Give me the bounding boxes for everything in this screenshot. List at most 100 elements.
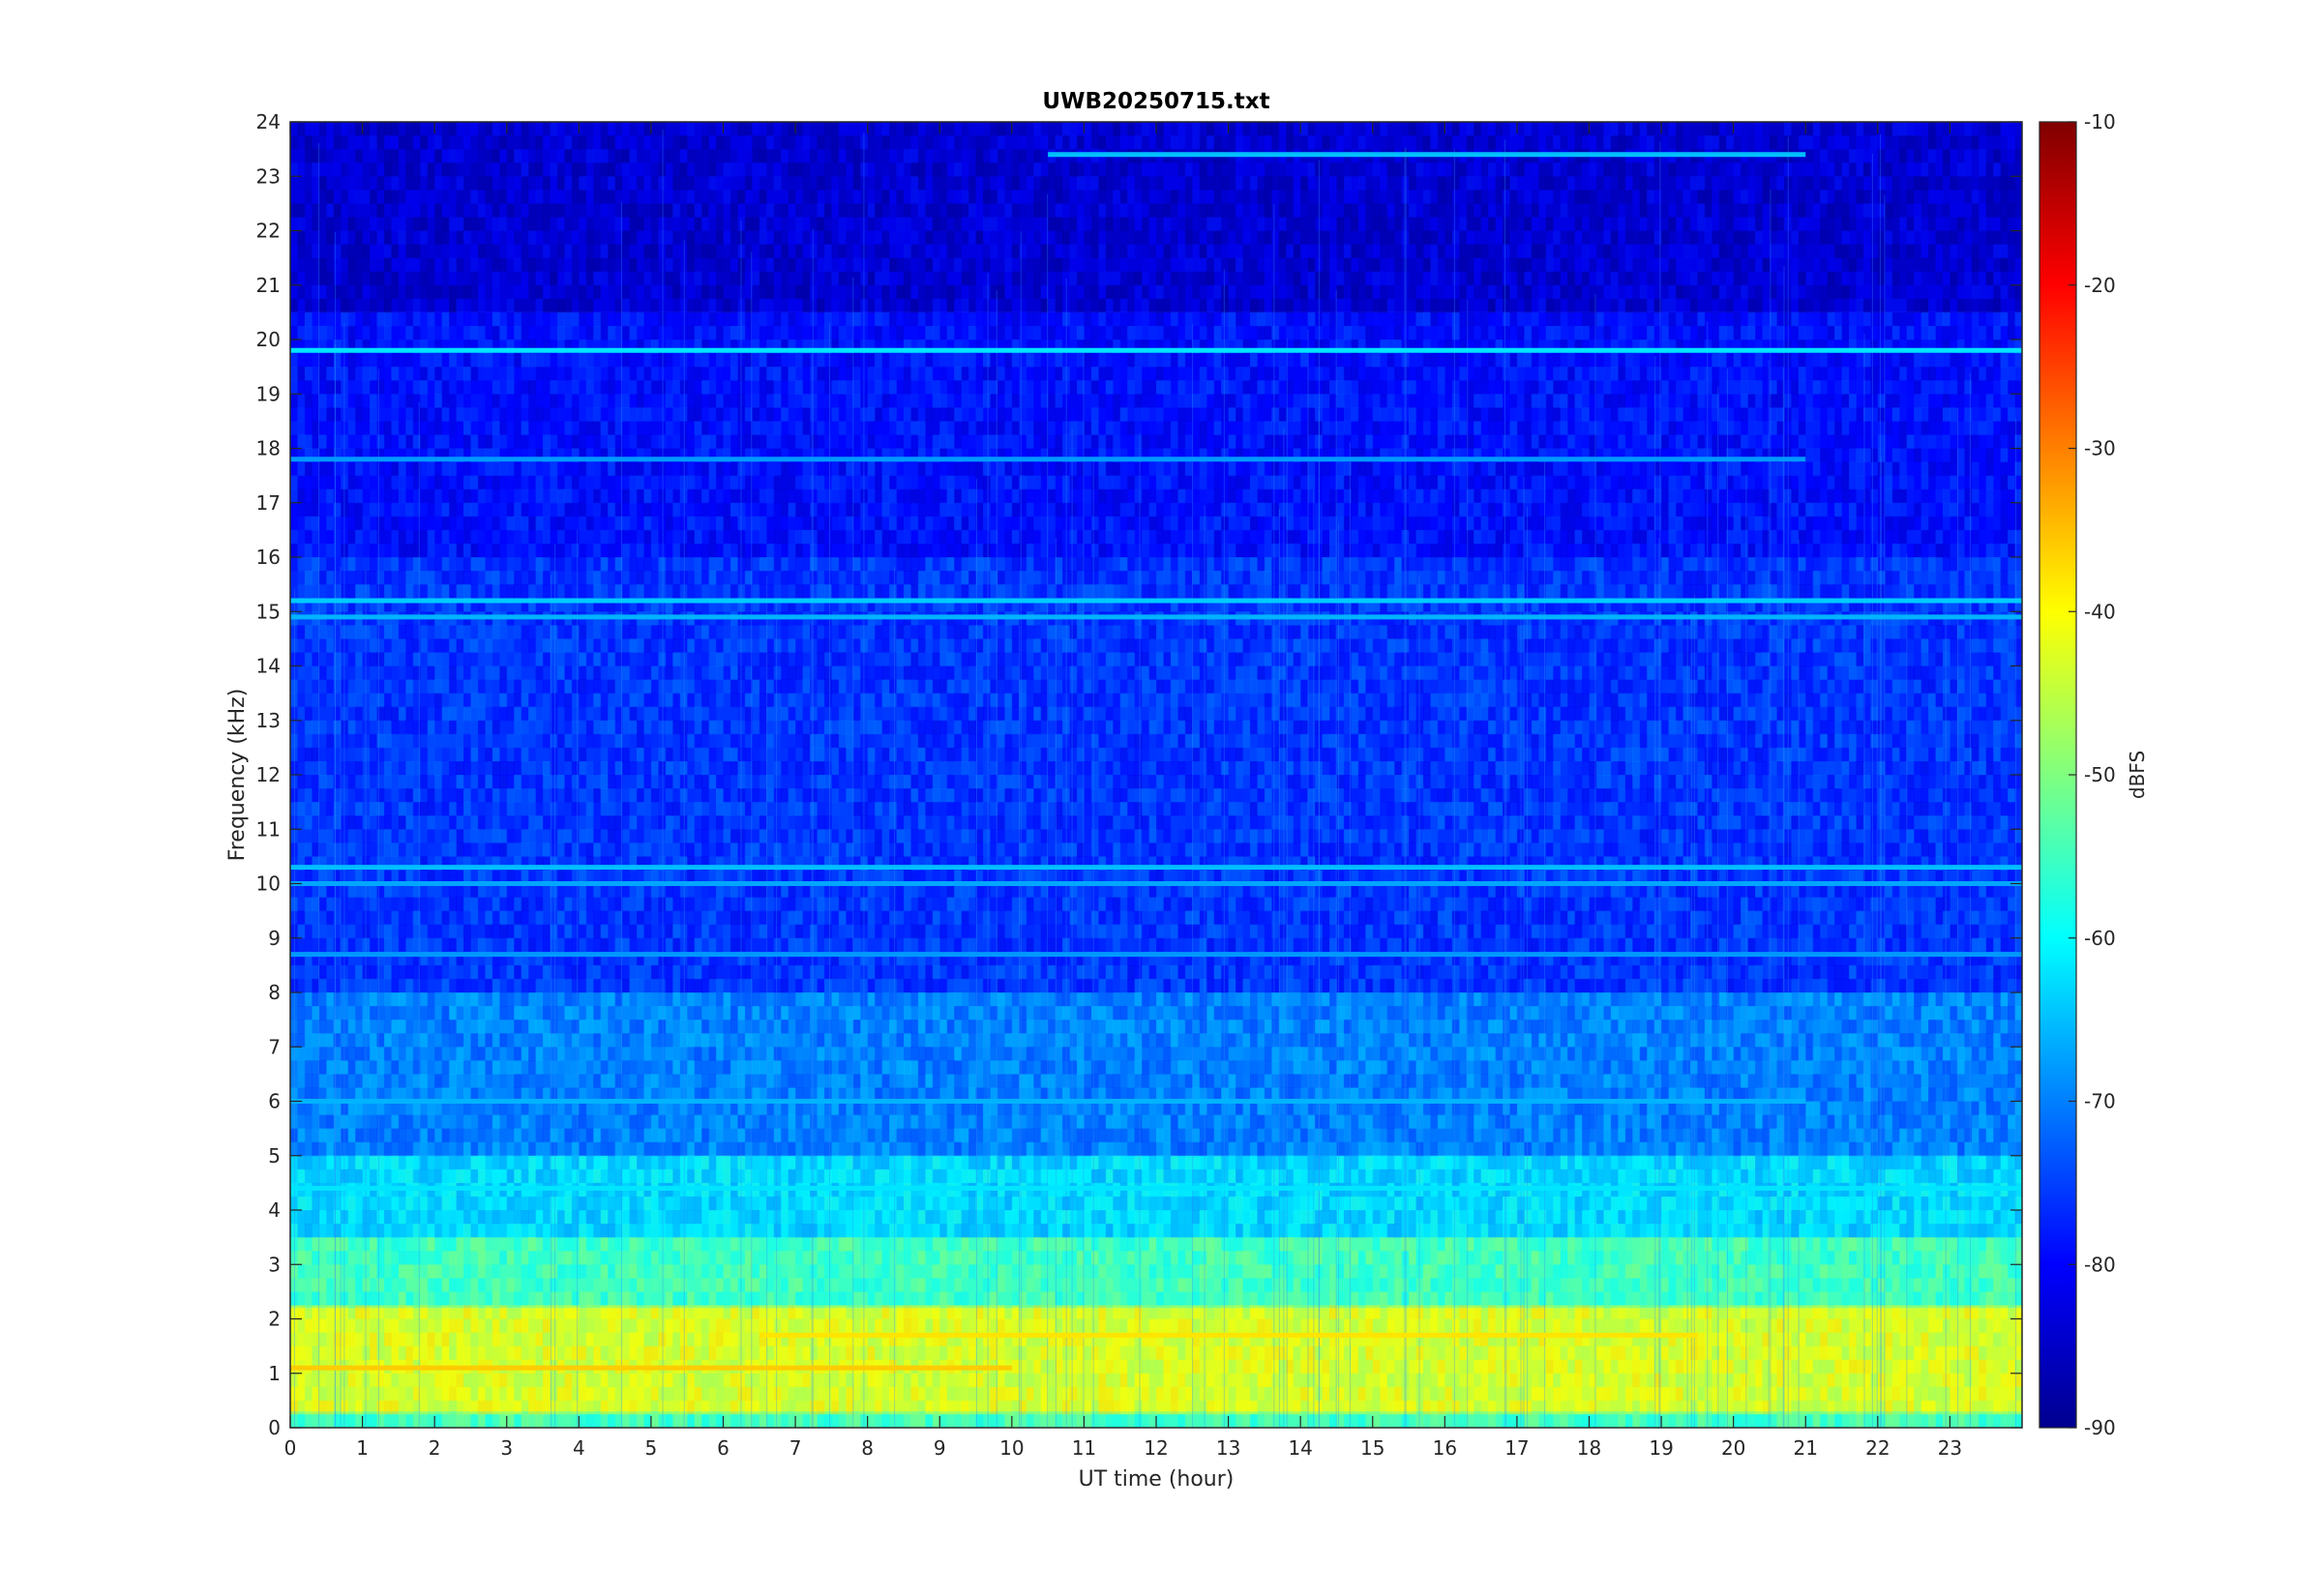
texture-cell: [398, 1101, 406, 1116]
texture-cell: [585, 1264, 594, 1279]
texture-cell: [614, 1251, 623, 1265]
texture-cell: [326, 543, 335, 558]
texture-cell: [650, 271, 659, 286]
texture-cell: [326, 625, 335, 639]
texture-cell: [622, 870, 631, 885]
texture-cell: [528, 598, 537, 612]
texture-cell: [326, 298, 335, 313]
texture-cell: [341, 284, 349, 300]
texture-cell: [564, 788, 573, 803]
texture-cell: [521, 829, 529, 843]
texture-cell: [506, 1141, 515, 1157]
texture-cell: [398, 665, 406, 681]
texture-cell: [528, 557, 537, 572]
texture-cell: [441, 311, 450, 327]
texture-cell: [427, 706, 435, 722]
texture-cell: [318, 325, 327, 340]
texture-cell: [521, 1291, 529, 1307]
texture-cell: [434, 394, 443, 408]
texture-cell: [585, 883, 594, 899]
texture-cell: [441, 1278, 450, 1292]
texture-cell: [556, 367, 566, 381]
texture-cell: [405, 883, 414, 899]
texture-cell: [456, 638, 464, 654]
texture-cell: [470, 1020, 479, 1034]
texture-cell: [585, 638, 594, 654]
texture-cell: [550, 311, 558, 327]
texture-cell: [585, 706, 594, 722]
texture-cell: [514, 367, 522, 381]
texture-cell: [535, 1373, 544, 1388]
texture-cell: [608, 1047, 616, 1061]
texture-cell: [556, 679, 566, 695]
texture-cell: [543, 1210, 551, 1225]
texture-cell: [383, 1047, 393, 1061]
texture-cell: [362, 244, 371, 259]
texture-cell: [412, 1196, 421, 1211]
texture-cell: [535, 516, 544, 531]
texture-cell: [579, 706, 587, 722]
texture-cell: [463, 992, 472, 1007]
texture-cell: [593, 1210, 602, 1225]
texture-cell: [499, 1074, 508, 1089]
texture-cell: [318, 1168, 327, 1184]
texture-cell: [600, 394, 609, 408]
texture-cell: [643, 706, 652, 722]
texture-cell: [290, 1291, 299, 1307]
texture-cell: [398, 1386, 406, 1402]
texture-cell: [420, 1413, 429, 1428]
texture-cell: [312, 434, 320, 450]
texture-cell: [398, 1264, 406, 1279]
texture-cell: [643, 584, 652, 599]
texture-cell: [499, 163, 508, 177]
texture-cell: [290, 1196, 299, 1211]
texture-cell: [434, 502, 443, 517]
texture-cell: [463, 829, 472, 843]
texture-cell: [629, 679, 638, 695]
texture-cell: [658, 135, 667, 150]
texture-cell: [347, 1033, 356, 1048]
texture-cell: [491, 1345, 500, 1361]
texture-cell: [585, 788, 594, 803]
texture-cell: [449, 543, 458, 558]
texture-cell: [622, 217, 631, 232]
texture-cell: [398, 788, 406, 803]
texture-cell: [629, 924, 638, 939]
texture-cell: [485, 964, 493, 980]
texture-cell: [506, 964, 515, 980]
texture-cell: [405, 1060, 414, 1075]
texture-cell: [412, 1400, 421, 1415]
texture-cell: [491, 311, 500, 327]
texture-cell: [449, 720, 458, 735]
texture-cell: [412, 883, 421, 899]
texture-cell: [297, 802, 306, 816]
texture-cell: [412, 353, 421, 368]
texture-cell: [643, 434, 652, 450]
texture-cell: [470, 842, 479, 857]
texture-cell: [600, 665, 609, 681]
texture-cell: [658, 1033, 667, 1048]
texture-cell: [564, 488, 573, 504]
texture-cell: [420, 951, 429, 966]
texture-cell: [341, 951, 349, 966]
texture-cell: [326, 665, 335, 681]
texture-cell: [658, 760, 667, 776]
texture-cell: [376, 163, 385, 177]
texture-cell: [347, 516, 356, 531]
texture-cell: [304, 353, 313, 368]
texture-cell: [485, 747, 493, 762]
texture-cell: [564, 1332, 573, 1347]
texture-cell: [318, 461, 327, 477]
texture-cell: [521, 203, 529, 219]
texture-cell: [398, 1033, 406, 1048]
texture-cell: [571, 1264, 580, 1279]
texture-cell: [608, 244, 616, 259]
texture-cell: [427, 870, 435, 885]
texture-cell: [355, 421, 364, 436]
texture-cell: [499, 1278, 508, 1292]
texture-cell: [312, 1345, 320, 1361]
texture-cell: [441, 1047, 450, 1061]
texture-cell: [405, 1196, 414, 1211]
texture-cell: [491, 870, 500, 885]
texture-cell: [658, 190, 667, 204]
